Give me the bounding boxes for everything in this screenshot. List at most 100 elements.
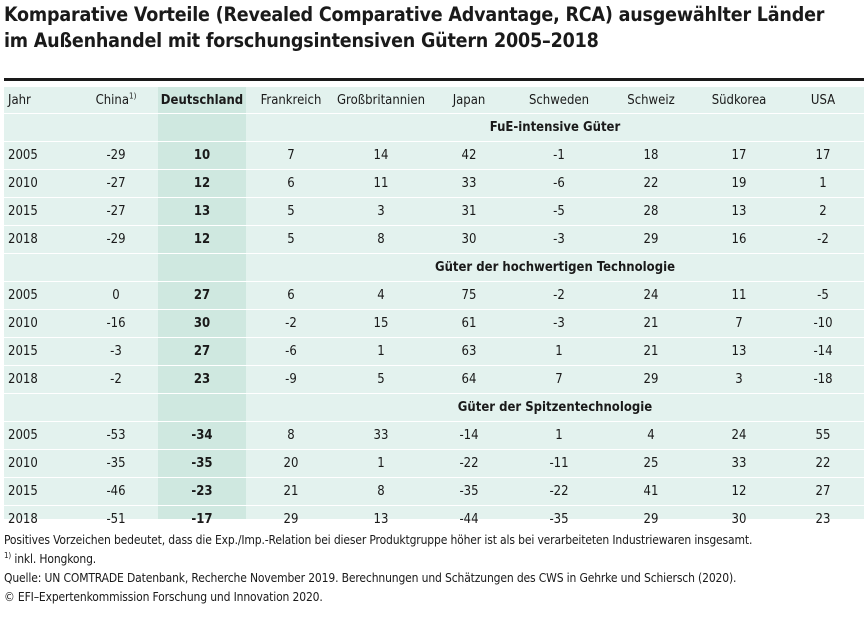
cell-switzerland: 28 bbox=[606, 197, 696, 226]
cell-korea: 24 bbox=[696, 421, 782, 450]
cell-year: 2010 bbox=[4, 309, 74, 338]
cell-sweden: -5 bbox=[512, 197, 606, 226]
cell-uk: 14 bbox=[336, 141, 426, 170]
cell-germany: 27 bbox=[158, 337, 246, 366]
cell-sweden: -35 bbox=[512, 505, 606, 534]
table-row: 2015 -46 -23 21 8 -35 -22 41 12 27 bbox=[4, 477, 864, 506]
cell-usa: 55 bbox=[782, 421, 864, 450]
section-label: Güter der Spitzentechnologie bbox=[246, 393, 864, 422]
note-copyright: © EFI–Expertenkommission Forschung und I… bbox=[4, 590, 323, 604]
cell-korea: 17 bbox=[696, 141, 782, 170]
cell-germany: -35 bbox=[158, 449, 246, 478]
section-header-row: Güter der Spitzentechnologie bbox=[4, 393, 864, 422]
cell-france: 5 bbox=[246, 225, 336, 254]
cell-year: 2015 bbox=[4, 477, 74, 506]
page-title: Komparative Vorteile (Revealed Comparati… bbox=[4, 2, 864, 54]
cell-uk: 11 bbox=[336, 169, 426, 198]
cell-china: 0 bbox=[74, 281, 158, 310]
cell-japan: 61 bbox=[426, 309, 512, 338]
cell-france: 6 bbox=[246, 169, 336, 198]
cell-year: 2005 bbox=[4, 141, 74, 170]
cell-switzerland: 41 bbox=[606, 477, 696, 506]
cell-uk: 13 bbox=[336, 505, 426, 534]
cell-japan: 33 bbox=[426, 169, 512, 198]
header-sweden: Schweden bbox=[512, 87, 606, 114]
cell-sweden: -3 bbox=[512, 309, 606, 338]
cell-sweden: -11 bbox=[512, 449, 606, 478]
table-row: 2005 0 27 6 4 75 -2 24 11 -5 bbox=[4, 281, 864, 310]
cell-switzerland: 21 bbox=[606, 309, 696, 338]
header-korea: Südkorea bbox=[696, 87, 782, 114]
cell-japan: 31 bbox=[426, 197, 512, 226]
section-header-row: Güter der hochwertigen Technologie bbox=[4, 253, 864, 282]
cell-switzerland: 25 bbox=[606, 449, 696, 478]
title-line-1: Komparative Vorteile (Revealed Comparati… bbox=[4, 3, 825, 26]
cell-switzerland: 29 bbox=[606, 505, 696, 534]
cell-china: -29 bbox=[74, 141, 158, 170]
cell-china: -3 bbox=[74, 337, 158, 366]
cell-china: -51 bbox=[74, 505, 158, 534]
cell-switzerland: 21 bbox=[606, 337, 696, 366]
cell-korea: 12 bbox=[696, 477, 782, 506]
cell-germany: 10 bbox=[158, 141, 246, 170]
cell-germany: 27 bbox=[158, 281, 246, 310]
header-switzerland: Schweiz bbox=[606, 87, 696, 114]
cell-germany: 13 bbox=[158, 197, 246, 226]
cell-usa: 23 bbox=[782, 505, 864, 534]
cell-usa: -10 bbox=[782, 309, 864, 338]
cell-usa: -2 bbox=[782, 225, 864, 254]
cell-korea: 13 bbox=[696, 197, 782, 226]
cell-uk: 3 bbox=[336, 197, 426, 226]
cell-uk: 8 bbox=[336, 477, 426, 506]
cell-japan: -44 bbox=[426, 505, 512, 534]
cell-uk: 15 bbox=[336, 309, 426, 338]
cell-year: 2005 bbox=[4, 281, 74, 310]
cell-germany: 30 bbox=[158, 309, 246, 338]
cell-france: 5 bbox=[246, 197, 336, 226]
cell-year: 2015 bbox=[4, 337, 74, 366]
cell-japan: 64 bbox=[426, 365, 512, 394]
cell-korea: 13 bbox=[696, 337, 782, 366]
cell-year: 2015 bbox=[4, 197, 74, 226]
cell-year: 2005 bbox=[4, 421, 74, 450]
cell-korea: 19 bbox=[696, 169, 782, 198]
cell-japan: 30 bbox=[426, 225, 512, 254]
header-usa: USA bbox=[782, 87, 864, 114]
cell-france: 6 bbox=[246, 281, 336, 310]
cell-uk: 1 bbox=[336, 337, 426, 366]
cell-france: 7 bbox=[246, 141, 336, 170]
cell-switzerland: 22 bbox=[606, 169, 696, 198]
cell-year: 2018 bbox=[4, 365, 74, 394]
cell-france: 21 bbox=[246, 477, 336, 506]
cell-china: -46 bbox=[74, 477, 158, 506]
cell-usa: -5 bbox=[782, 281, 864, 310]
cell-switzerland: 4 bbox=[606, 421, 696, 450]
cell-france: -2 bbox=[246, 309, 336, 338]
cell-usa: 27 bbox=[782, 477, 864, 506]
cell-switzerland: 29 bbox=[606, 365, 696, 394]
rca-table-panel: Jahr China1) Deutschland Frankreich Groß… bbox=[4, 87, 864, 534]
cell-japan: 75 bbox=[426, 281, 512, 310]
cell-france: -6 bbox=[246, 337, 336, 366]
cell-sweden: -3 bbox=[512, 225, 606, 254]
cell-china: -53 bbox=[74, 421, 158, 450]
cell-china: -16 bbox=[74, 309, 158, 338]
cell-korea: 16 bbox=[696, 225, 782, 254]
cell-france: -9 bbox=[246, 365, 336, 394]
table-row: 2018 -29 12 5 8 30 -3 29 16 -2 bbox=[4, 225, 864, 254]
table-row: 2010 -16 30 -2 15 61 -3 21 7 -10 bbox=[4, 309, 864, 338]
cell-korea: 3 bbox=[696, 365, 782, 394]
cell-japan: -35 bbox=[426, 477, 512, 506]
cell-uk: 33 bbox=[336, 421, 426, 450]
table-row: 2010 -27 12 6 11 33 -6 22 19 1 bbox=[4, 169, 864, 198]
cell-year: 2010 bbox=[4, 169, 74, 198]
cell-china: -35 bbox=[74, 449, 158, 478]
cell-germany: -17 bbox=[158, 505, 246, 534]
table-notes: Positives Vorzeichen bedeutet, dass die … bbox=[4, 531, 866, 607]
cell-korea: 7 bbox=[696, 309, 782, 338]
cell-usa: 17 bbox=[782, 141, 864, 170]
cell-japan: -14 bbox=[426, 421, 512, 450]
rca-table: Jahr China1) Deutschland Frankreich Groß… bbox=[4, 87, 864, 534]
cell-switzerland: 29 bbox=[606, 225, 696, 254]
header-year: Jahr bbox=[4, 87, 74, 114]
